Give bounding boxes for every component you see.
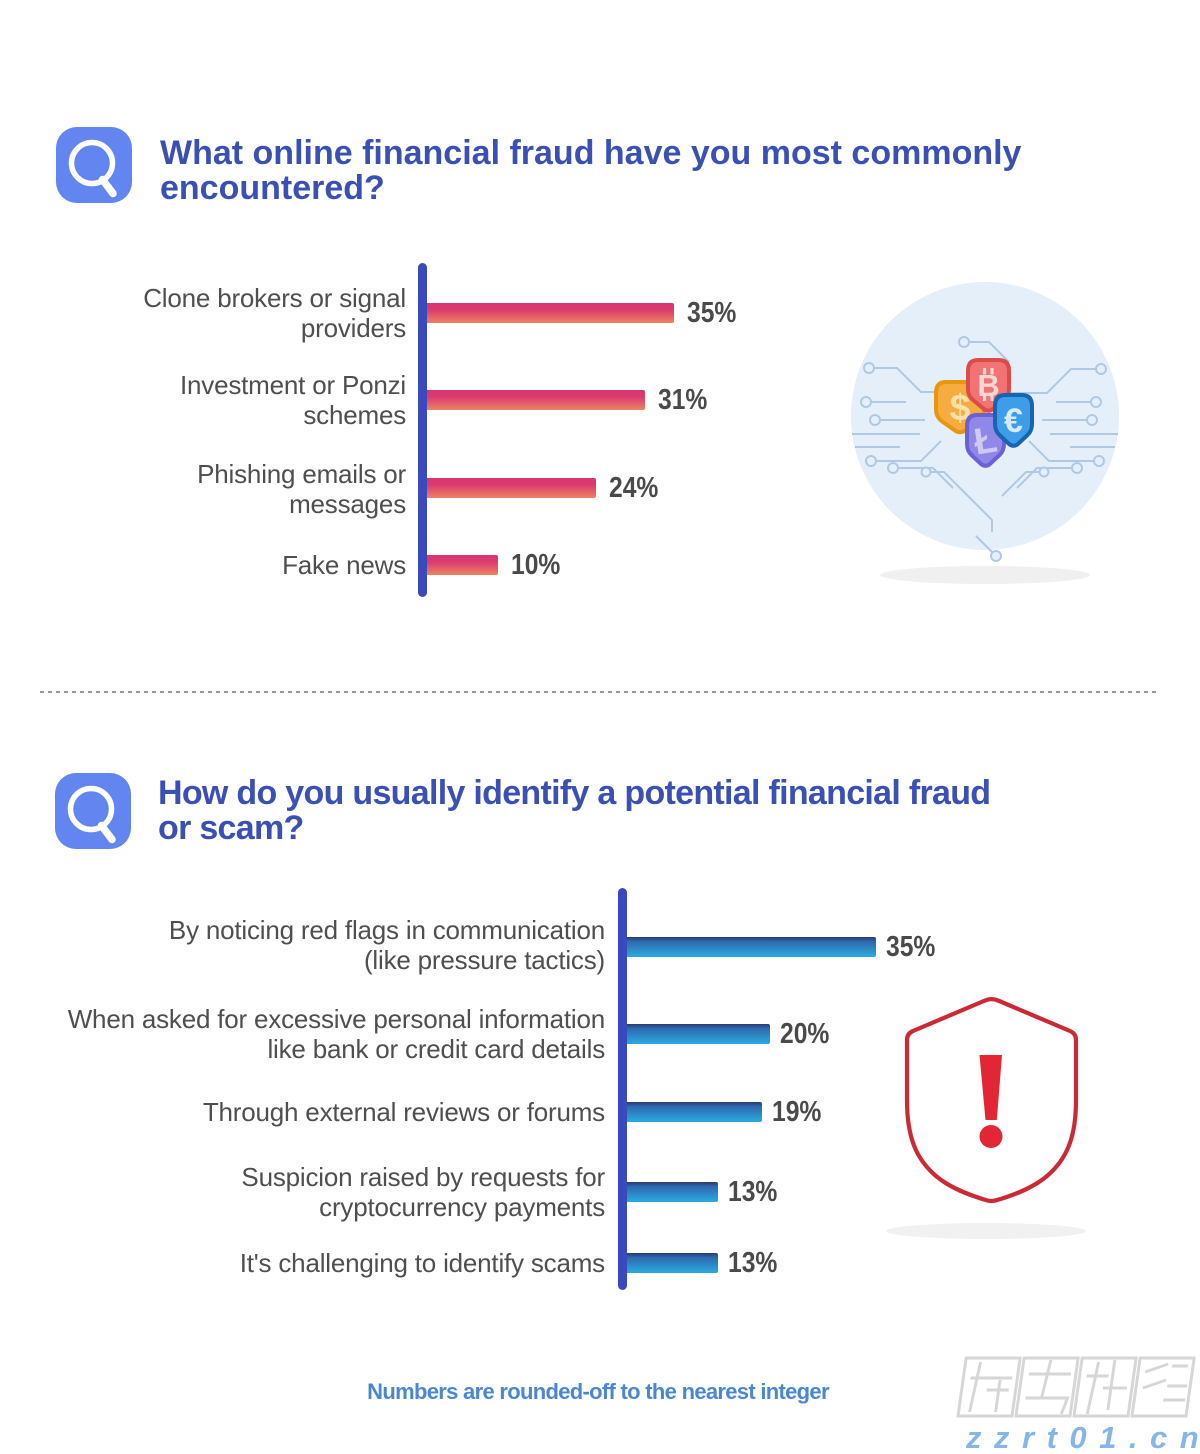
svg-text:B: B (977, 368, 999, 403)
svg-text:€: € (1004, 402, 1023, 440)
svg-text:zzrt01.cn: zzrt01.cn (965, 1420, 1200, 1454)
svg-text:$: $ (950, 387, 971, 428)
